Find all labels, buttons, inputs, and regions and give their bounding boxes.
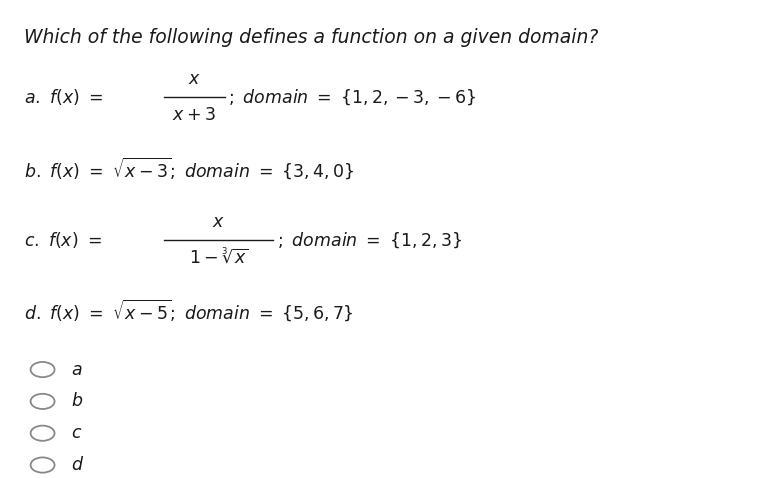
Text: $c.\ f(x)\ =\ $: $c.\ f(x)\ =\ $ xyxy=(24,230,101,250)
Text: $;\ domain\ =\ \{1,2,3\}$: $;\ domain\ =\ \{1,2,3\}$ xyxy=(277,230,463,250)
Text: Which of the following defines a function on a given domain?: Which of the following defines a functio… xyxy=(24,28,598,46)
Text: $a.\ f(x)\ =\ $: $a.\ f(x)\ =\ $ xyxy=(24,87,103,108)
Text: a: a xyxy=(71,360,82,379)
Text: $d.\ f(x)\ =\ \sqrt{x-5};\ domain\ =\ \{5,6,7\}$: $d.\ f(x)\ =\ \sqrt{x-5};\ domain\ =\ \{… xyxy=(24,297,354,323)
Text: $x$: $x$ xyxy=(188,70,201,88)
Text: $b.\ f(x)\ =\ \sqrt{x-3};\ domain\ =\ \{3,4,0\}$: $b.\ f(x)\ =\ \sqrt{x-3};\ domain\ =\ \{… xyxy=(24,156,354,181)
Text: $;\ domain\ =\ \{1,2,-3,-6\}$: $;\ domain\ =\ \{1,2,-3,-6\}$ xyxy=(229,87,476,107)
Text: d: d xyxy=(71,456,82,474)
Text: $x+3$: $x+3$ xyxy=(173,107,216,124)
Text: $1-\sqrt[3]{x}$: $1-\sqrt[3]{x}$ xyxy=(188,248,248,268)
Text: $x$: $x$ xyxy=(212,213,225,231)
Text: b: b xyxy=(71,392,82,411)
Text: c: c xyxy=(71,424,80,442)
